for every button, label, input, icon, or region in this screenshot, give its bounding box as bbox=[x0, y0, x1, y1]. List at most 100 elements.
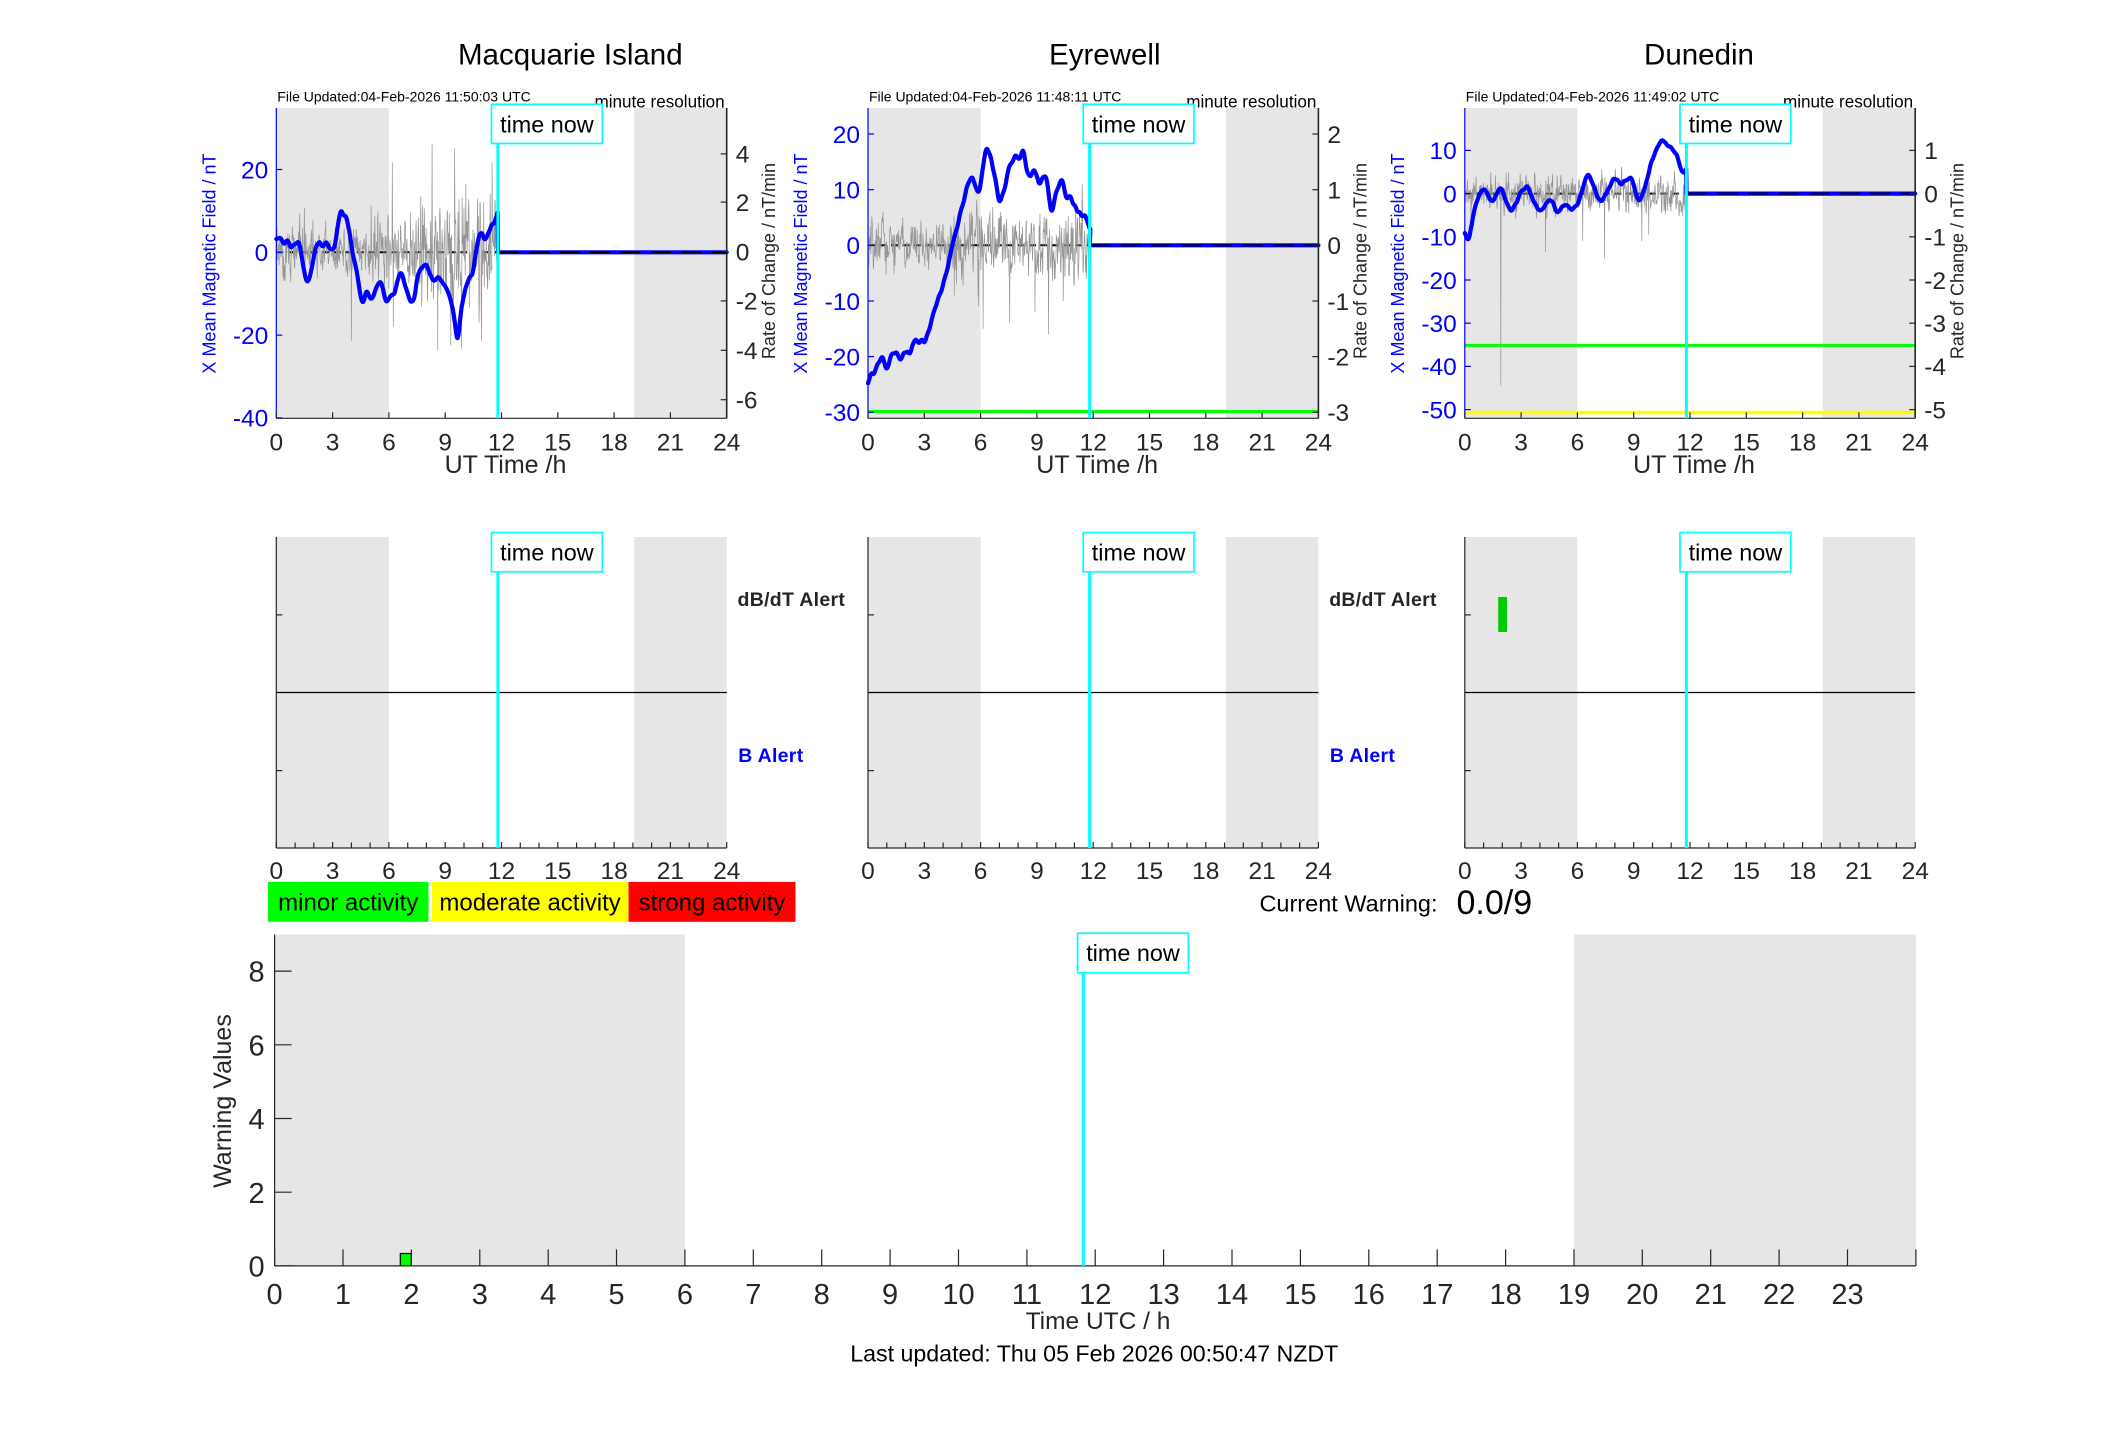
svg-text:UT Time /h: UT Time /h bbox=[1633, 451, 1755, 479]
svg-text:18: 18 bbox=[1489, 1279, 1521, 1311]
svg-text:UT Time /h: UT Time /h bbox=[1036, 451, 1158, 479]
svg-text:0: 0 bbox=[1443, 181, 1457, 208]
svg-text:9: 9 bbox=[1030, 429, 1044, 456]
svg-text:4: 4 bbox=[540, 1279, 556, 1311]
svg-text:B Alert: B Alert bbox=[1330, 745, 1396, 767]
svg-text:-40: -40 bbox=[233, 406, 268, 433]
svg-text:dB/dT Alert: dB/dT Alert bbox=[738, 589, 846, 611]
svg-text:2: 2 bbox=[403, 1279, 419, 1311]
svg-text:0: 0 bbox=[736, 239, 750, 266]
svg-text:14: 14 bbox=[1216, 1279, 1248, 1311]
svg-text:21: 21 bbox=[1695, 1279, 1727, 1311]
svg-text:6: 6 bbox=[1571, 429, 1585, 456]
svg-text:9: 9 bbox=[438, 429, 452, 456]
svg-text:23: 23 bbox=[1831, 1279, 1863, 1311]
svg-text:6: 6 bbox=[1571, 858, 1585, 885]
svg-text:time now: time now bbox=[1689, 112, 1783, 138]
svg-text:16: 16 bbox=[1353, 1279, 1385, 1311]
svg-text:20: 20 bbox=[1626, 1279, 1658, 1311]
svg-text:0: 0 bbox=[1458, 858, 1472, 885]
svg-text:-3: -3 bbox=[1327, 400, 1349, 427]
svg-text:3: 3 bbox=[1514, 429, 1528, 456]
svg-text:18: 18 bbox=[1789, 858, 1816, 885]
svg-text:Current Warning:: Current Warning: bbox=[1259, 890, 1437, 916]
svg-text:10: 10 bbox=[942, 1279, 974, 1311]
svg-text:UT Time /h: UT Time /h bbox=[445, 451, 567, 479]
svg-text:24: 24 bbox=[1902, 858, 1929, 885]
svg-text:-20: -20 bbox=[233, 323, 268, 350]
svg-text:0: 0 bbox=[269, 858, 283, 885]
svg-text:8: 8 bbox=[814, 1279, 830, 1311]
svg-text:minute resolution: minute resolution bbox=[1783, 93, 1913, 112]
svg-text:12: 12 bbox=[1676, 858, 1703, 885]
svg-text:Rate of Change / nT/min: Rate of Change / nT/min bbox=[1948, 163, 1968, 359]
svg-text:12: 12 bbox=[488, 858, 515, 885]
svg-text:Rate of Change / nT/min: Rate of Change / nT/min bbox=[1351, 163, 1371, 359]
svg-text:-2: -2 bbox=[1327, 344, 1349, 371]
svg-text:21: 21 bbox=[657, 858, 684, 885]
svg-text:-20: -20 bbox=[825, 344, 860, 371]
svg-text:15: 15 bbox=[1733, 429, 1760, 456]
svg-text:time now: time now bbox=[500, 540, 594, 566]
svg-text:9: 9 bbox=[1627, 858, 1641, 885]
svg-text:0: 0 bbox=[1924, 181, 1938, 208]
svg-text:1: 1 bbox=[1924, 138, 1938, 165]
svg-text:6: 6 bbox=[974, 858, 988, 885]
svg-text:time now: time now bbox=[1092, 112, 1186, 138]
svg-text:3: 3 bbox=[326, 429, 340, 456]
svg-text:minor activity: minor activity bbox=[278, 890, 418, 917]
svg-text:13: 13 bbox=[1147, 1279, 1179, 1311]
svg-text:19: 19 bbox=[1558, 1279, 1590, 1311]
svg-text:12: 12 bbox=[1676, 429, 1703, 456]
svg-text:4: 4 bbox=[736, 142, 750, 169]
svg-text:15: 15 bbox=[1136, 858, 1163, 885]
svg-text:dB/dT Alert: dB/dT Alert bbox=[1329, 589, 1437, 611]
svg-text:6: 6 bbox=[382, 429, 396, 456]
svg-text:3: 3 bbox=[326, 858, 340, 885]
svg-text:X Mean Magnetic Field / nT: X Mean Magnetic Field / nT bbox=[791, 153, 811, 373]
svg-text:9: 9 bbox=[882, 1279, 898, 1311]
svg-text:1: 1 bbox=[1327, 178, 1341, 205]
svg-text:-3: -3 bbox=[1924, 311, 1946, 338]
svg-text:3: 3 bbox=[917, 858, 931, 885]
svg-text:9: 9 bbox=[1627, 429, 1641, 456]
svg-text:time now: time now bbox=[1086, 940, 1180, 966]
svg-text:6: 6 bbox=[677, 1279, 693, 1311]
svg-text:15: 15 bbox=[1136, 429, 1163, 456]
svg-text:File Updated:04-Feb-2026 11:49: File Updated:04-Feb-2026 11:49:02 UTC bbox=[1466, 89, 1719, 105]
svg-text:24: 24 bbox=[1305, 858, 1332, 885]
svg-text:0: 0 bbox=[861, 858, 875, 885]
svg-text:21: 21 bbox=[1248, 429, 1275, 456]
svg-text:10: 10 bbox=[1430, 138, 1457, 165]
svg-text:12: 12 bbox=[1079, 1279, 1111, 1311]
svg-text:minute resolution: minute resolution bbox=[595, 93, 725, 112]
svg-text:File Updated:04-Feb-2026 11:48: File Updated:04-Feb-2026 11:48:11 UTC bbox=[869, 89, 1121, 105]
svg-text:-10: -10 bbox=[1421, 225, 1456, 252]
svg-text:12: 12 bbox=[1080, 858, 1107, 885]
svg-text:-4: -4 bbox=[1924, 354, 1946, 381]
svg-text:-2: -2 bbox=[736, 289, 758, 316]
svg-text:4: 4 bbox=[248, 1104, 264, 1136]
svg-text:2: 2 bbox=[736, 190, 750, 217]
svg-text:20: 20 bbox=[241, 157, 268, 184]
svg-text:9: 9 bbox=[1030, 858, 1044, 885]
svg-text:Time UTC / h: Time UTC / h bbox=[1026, 1308, 1171, 1335]
svg-text:15: 15 bbox=[544, 429, 571, 456]
svg-text:8: 8 bbox=[248, 957, 264, 989]
svg-text:11: 11 bbox=[1012, 1279, 1042, 1311]
svg-text:10: 10 bbox=[833, 178, 860, 205]
svg-text:0: 0 bbox=[255, 240, 269, 267]
svg-text:24: 24 bbox=[1305, 429, 1332, 456]
svg-text:20: 20 bbox=[833, 122, 860, 149]
svg-text:-30: -30 bbox=[825, 400, 860, 427]
svg-text:3: 3 bbox=[1514, 858, 1528, 885]
svg-text:0: 0 bbox=[1458, 429, 1472, 456]
svg-text:24: 24 bbox=[713, 429, 740, 456]
svg-text:7: 7 bbox=[745, 1279, 761, 1311]
svg-text:Rate of Change / nT/min: Rate of Change / nT/min bbox=[759, 163, 779, 359]
svg-text:15: 15 bbox=[1733, 858, 1760, 885]
svg-text:1: 1 bbox=[335, 1279, 351, 1311]
svg-text:-10: -10 bbox=[825, 289, 860, 316]
svg-text:24: 24 bbox=[1902, 429, 1929, 456]
svg-text:3: 3 bbox=[917, 429, 931, 456]
